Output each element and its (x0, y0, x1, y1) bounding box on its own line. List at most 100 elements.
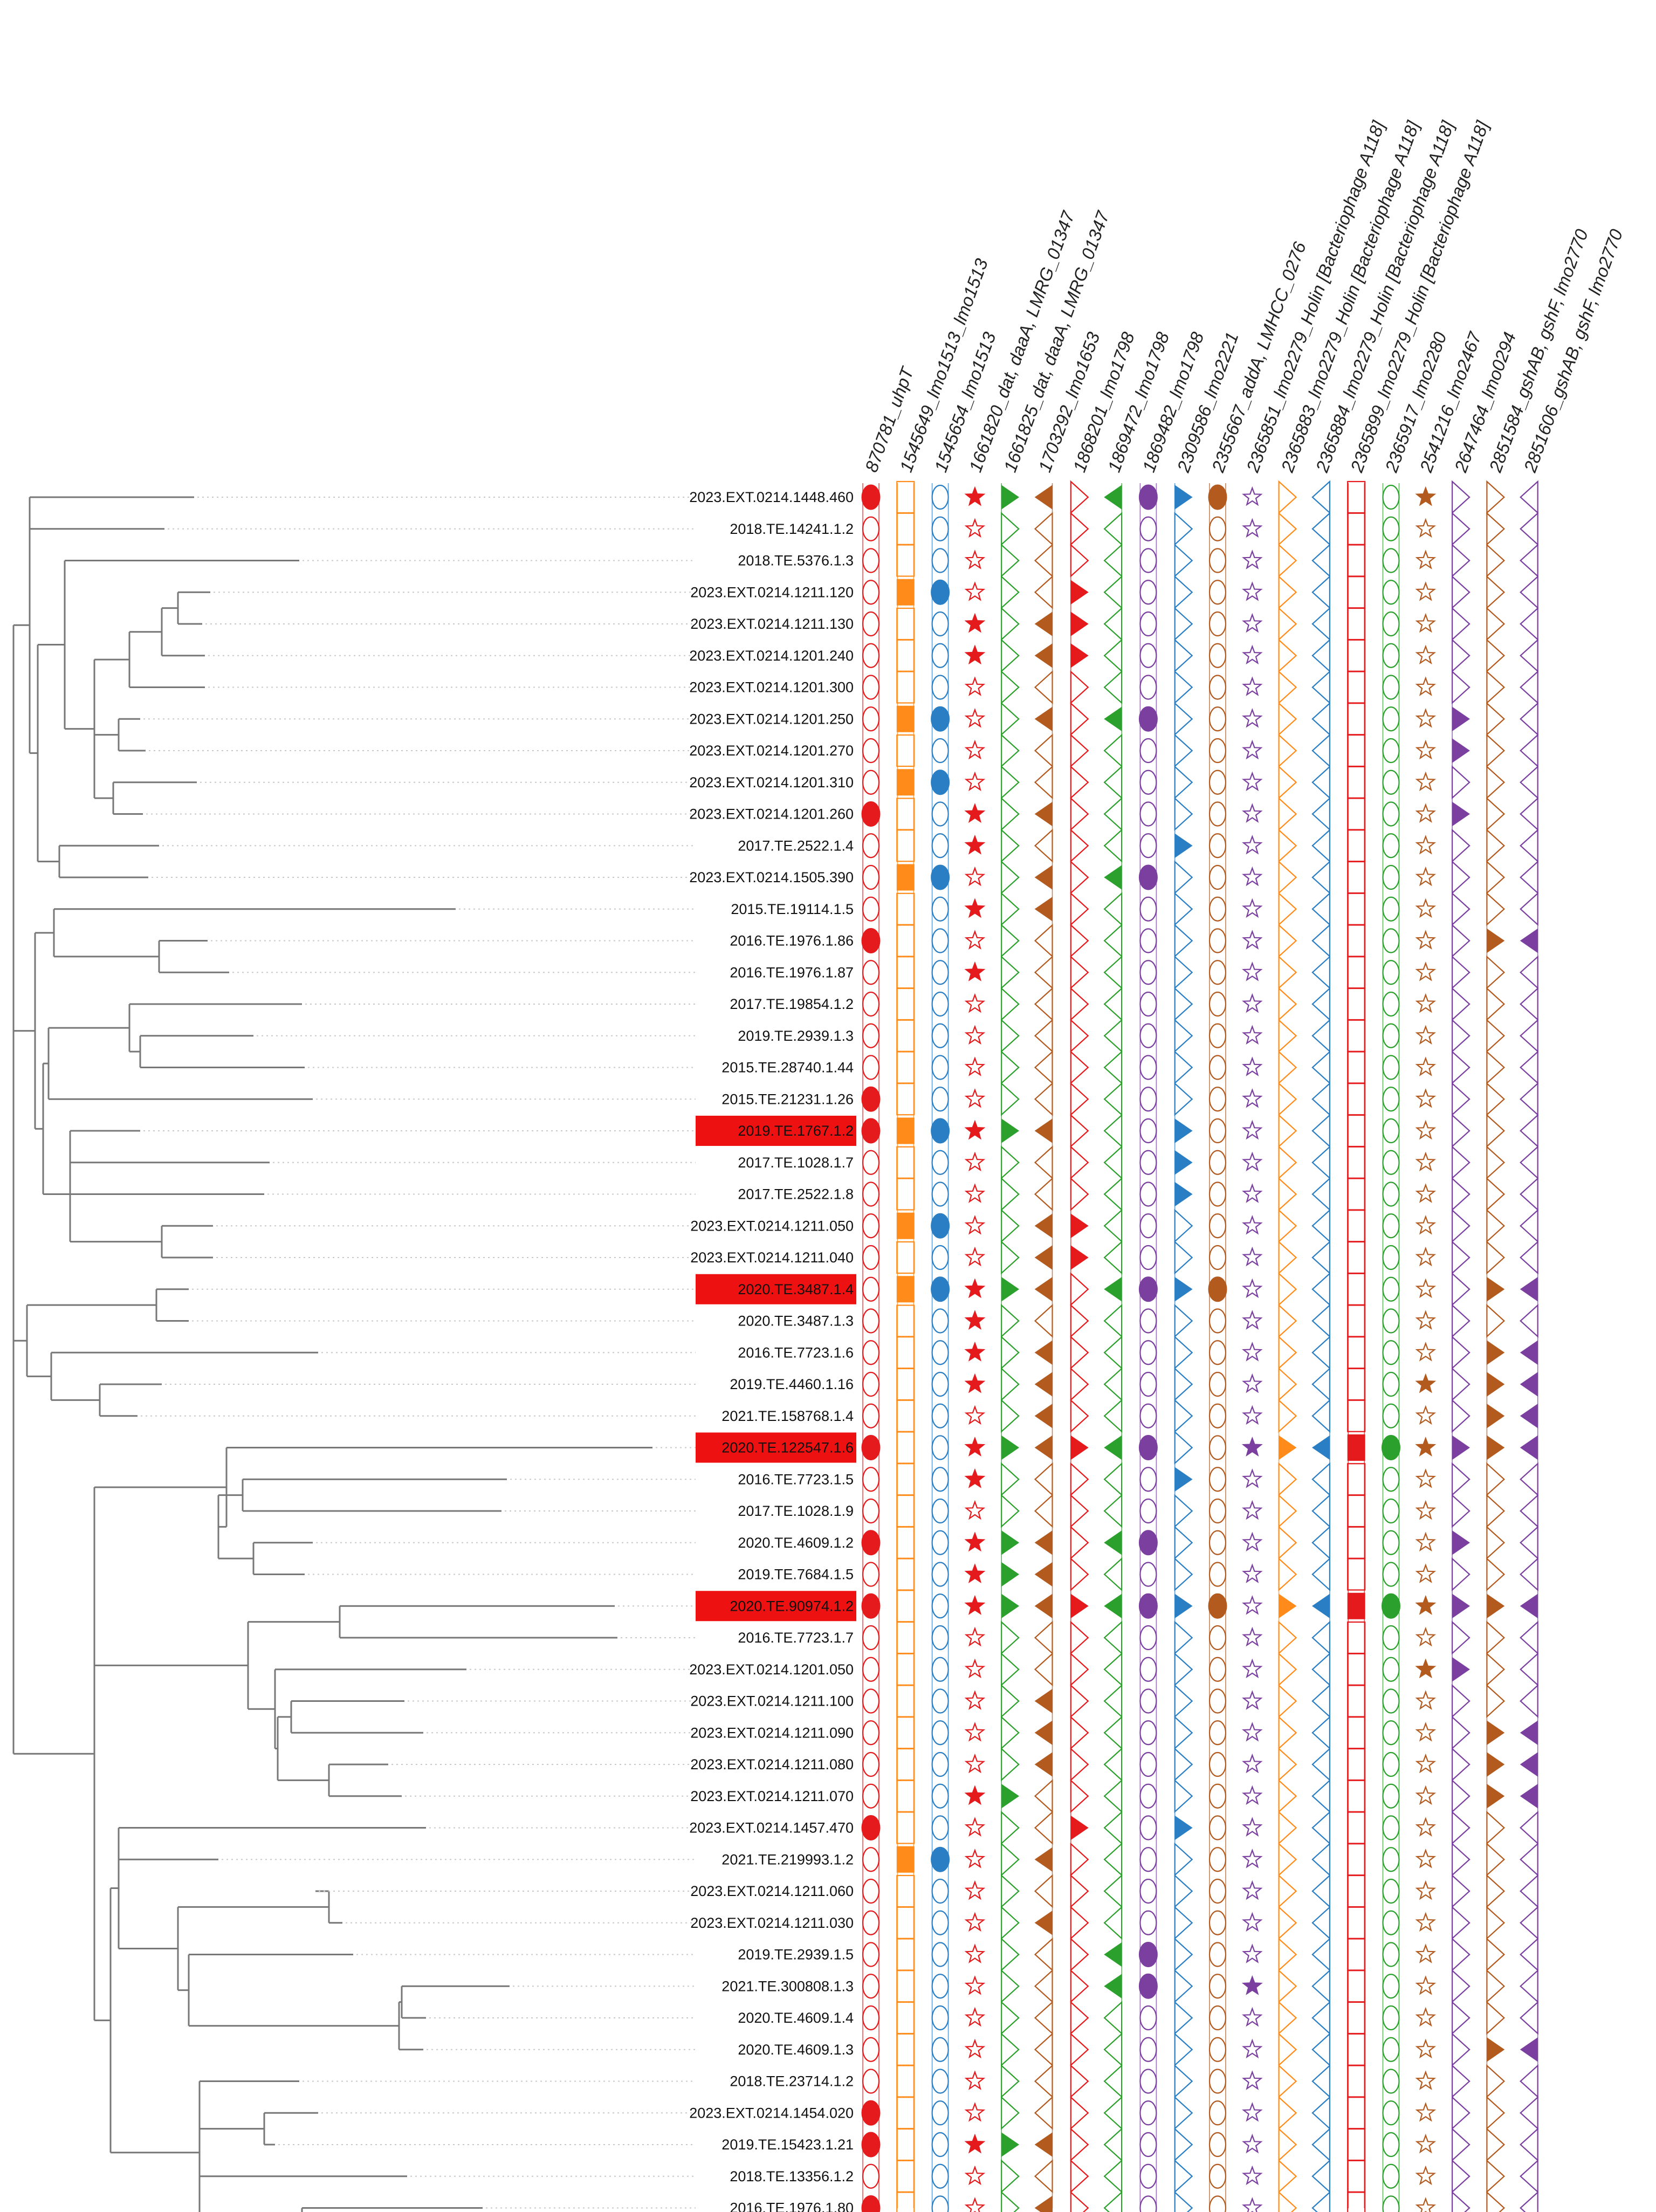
marker-absent (1311, 1177, 1330, 1211)
marker-present (1486, 1720, 1505, 1746)
marker-absent (1001, 575, 1020, 609)
marker-absent (1070, 544, 1089, 578)
marker-absent (1103, 670, 1123, 704)
leaf-label: 2023.EXT.0214.1211.080 (690, 1756, 854, 1773)
marker-present (1382, 1435, 1400, 1460)
marker-present (1312, 1435, 1330, 1460)
marker-absent (862, 1783, 880, 1809)
marker-absent (1415, 1563, 1437, 1583)
marker-absent (964, 1817, 986, 1837)
leaf-label: 2023.EXT.0214.1211.090 (690, 1725, 854, 1741)
marker-absent (964, 1626, 986, 1647)
marker-absent (1103, 955, 1123, 990)
marker-absent (1311, 480, 1330, 514)
marker-absent (1103, 1462, 1123, 1496)
marker-absent (1034, 1779, 1053, 1813)
marker-absent (1415, 1278, 1437, 1299)
marker-present (1001, 1530, 1020, 1555)
marker-absent (1415, 898, 1437, 918)
marker-absent (1382, 1181, 1400, 1207)
marker-absent (1103, 1684, 1123, 1718)
marker-absent (1001, 797, 1020, 831)
marker-column (1278, 480, 1297, 2212)
marker-absent (931, 2069, 949, 2094)
marker-absent (1278, 1050, 1297, 1084)
marker-absent (1382, 1340, 1400, 1365)
marker-absent (1311, 1335, 1330, 1370)
marker-absent (1174, 860, 1193, 895)
marker-absent (862, 1498, 880, 1524)
marker-absent (1001, 1050, 1020, 1084)
marker-absent (964, 2038, 986, 2059)
marker-present (1104, 1435, 1122, 1460)
marker-column (1241, 486, 1263, 2212)
marker-absent (1347, 1558, 1366, 1591)
marker-absent (1174, 1938, 1193, 1971)
marker-absent (931, 1783, 949, 1809)
marker-absent (1347, 1463, 1366, 1496)
marker-absent (1001, 892, 1020, 926)
marker-present (1034, 485, 1053, 510)
marker-absent (1034, 1462, 1053, 1496)
marker-absent (1486, 1114, 1506, 1148)
marker-absent (1415, 549, 1437, 569)
marker-absent (1415, 1246, 1437, 1267)
marker-present (1415, 1595, 1437, 1615)
leaf-label: 2020.TE.90974.1.2 (730, 1598, 854, 1614)
marker-absent (1208, 516, 1227, 541)
marker-absent (1347, 1494, 1366, 1528)
marker-absent (1311, 1304, 1330, 1338)
marker-absent (1311, 1019, 1330, 1053)
marker-absent (1103, 2096, 1123, 2130)
marker-absent (1452, 1747, 1471, 1782)
marker-absent (1001, 828, 1020, 863)
marker-absent (1486, 1969, 1506, 2003)
marker-absent (1486, 1526, 1506, 1560)
marker-absent (1520, 1208, 1538, 1243)
leaf-label: 2023.EXT.0214.1201.270 (689, 743, 854, 759)
marker-absent (1347, 1653, 1366, 1686)
marker-absent (1174, 765, 1193, 800)
marker-absent (1520, 1969, 1538, 2003)
marker-absent (1486, 2191, 1506, 2212)
marker-absent (1347, 1748, 1366, 1781)
marker-absent (1311, 1684, 1330, 1718)
marker-absent (1520, 544, 1538, 578)
marker-absent (1034, 924, 1053, 958)
marker-absent (1070, 828, 1089, 863)
marker-absent (1070, 1177, 1089, 1211)
marker-absent (1311, 765, 1330, 800)
marker-absent (1139, 2005, 1157, 2031)
leaf-label: 2023.EXT.0214.1211.040 (690, 1249, 854, 1266)
marker-absent (931, 928, 949, 953)
marker-absent (1415, 1215, 1437, 1235)
marker-absent (1208, 1055, 1227, 1080)
marker-absent (862, 833, 880, 858)
marker-absent (1174, 2001, 1193, 2035)
marker-absent (931, 1150, 949, 1175)
marker-absent (1278, 1557, 1297, 1591)
marker-absent (1382, 2037, 1400, 2062)
marker-absent (1415, 866, 1437, 887)
marker-absent (1103, 607, 1123, 641)
marker-absent (1486, 1494, 1506, 1528)
marker-absent (1278, 1177, 1297, 1211)
marker-absent (1103, 2191, 1123, 2212)
marker-absent (896, 1051, 915, 1084)
marker-present (861, 2100, 881, 2126)
marker-absent (1034, 670, 1053, 704)
marker-absent (1139, 1213, 1157, 1239)
marker-absent (1174, 2096, 1193, 2130)
marker-absent (1415, 1405, 1437, 1425)
marker-absent (862, 1562, 880, 1587)
marker-absent (862, 1974, 880, 1999)
marker-present (861, 2132, 881, 2158)
leaf-label: 2016.TE.7723.1.5 (738, 1471, 854, 1487)
marker-absent (862, 1371, 880, 1397)
marker-absent (1208, 1435, 1227, 1460)
marker-absent (931, 1055, 949, 1080)
marker-absent (931, 516, 949, 541)
marker-absent (1001, 2032, 1020, 2067)
marker-absent (931, 1308, 949, 1334)
